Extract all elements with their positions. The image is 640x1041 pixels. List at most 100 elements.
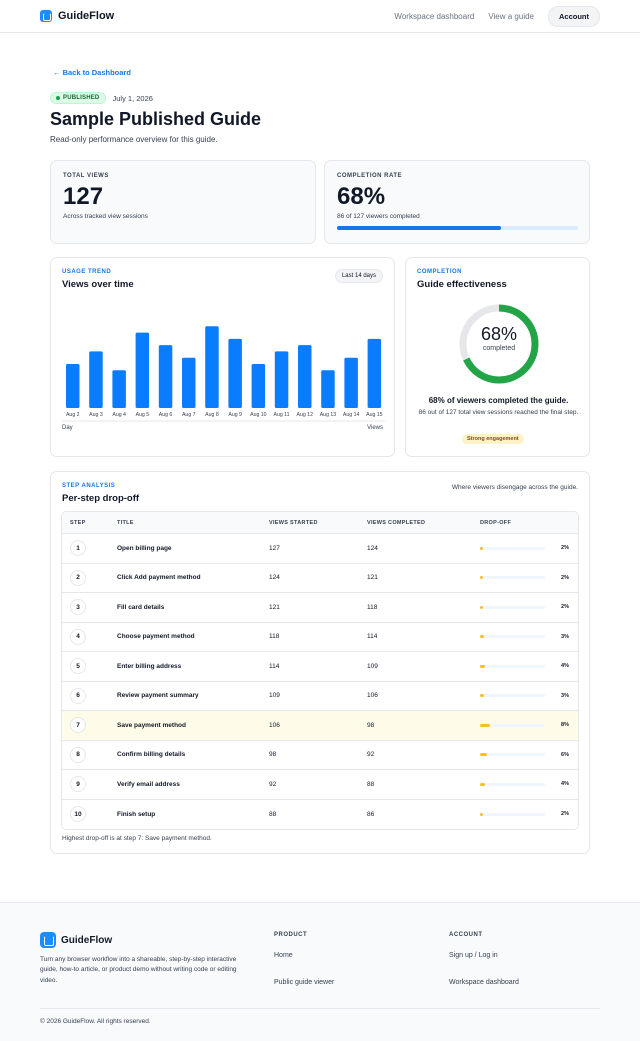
views-completed: 92 (367, 751, 375, 759)
status-dot-icon (56, 96, 60, 100)
dropoff-cell: 6% (480, 752, 578, 758)
brand[interactable]: GuideFlow (40, 10, 114, 22)
dropoff-percent: 3% (561, 692, 569, 699)
step-title: Save payment method (117, 721, 186, 729)
footer-copyright: © 2026 GuideFlow. All rights reserved. (40, 1018, 151, 1025)
step-title: Open billing page (117, 544, 172, 552)
views-completed: 98 (367, 721, 375, 729)
col-header-step: STEP (70, 519, 86, 526)
dropoff-bar-fill (480, 605, 483, 609)
publish-date: July 1, 2026 (112, 93, 153, 103)
step-table-header: STEP TITLE VIEWS STARTED VIEWS COMPLETED… (62, 512, 578, 534)
completion-rate-card: COMPLETION RATE 68% 86 of 127 viewers co… (324, 160, 590, 244)
footer-account-heading: ACCOUNT (449, 932, 483, 938)
effectiveness-title: Guide effectiveness (417, 279, 507, 290)
top-nav: Workspace dashboard View a guide Account (394, 5, 600, 27)
total-views-note: Across tracked view sessions (63, 213, 148, 220)
bar-aug-15 (367, 338, 382, 408)
footer-link-public-viewer[interactable]: Public guide viewer (274, 979, 335, 986)
views-completed: 114 (367, 633, 378, 641)
step-number: 10 (70, 806, 86, 823)
step-cell: 3 (62, 599, 117, 616)
views-completed: 109 (367, 662, 378, 670)
x-tick-label: Aug 9 (228, 412, 242, 418)
views-started: 124 (269, 574, 280, 582)
views-started: 114 (269, 662, 280, 670)
x-tick-label: Aug 10 (250, 412, 267, 418)
table-row: 10 Finish setup 88 86 2% (62, 799, 578, 829)
x-tick-label: Aug 7 (182, 412, 196, 418)
bar-aug-8 (205, 326, 219, 408)
col-header-dropoff: DROP-OFF (480, 519, 512, 526)
footer-brand[interactable]: GuideFlow (40, 932, 112, 948)
step-number: 5 (70, 658, 86, 675)
completion-donut-chart (459, 304, 539, 384)
back-to-dashboard-link[interactable]: ← Back to Dashboard (53, 68, 131, 77)
step-cell: 4 (62, 628, 117, 645)
donut-center: 68% completed (457, 324, 541, 352)
x-tick-label: Aug 4 (112, 412, 126, 418)
status-badge: PUBLISHED (50, 92, 107, 104)
footer-link-home[interactable]: Home (274, 952, 293, 959)
footer-link-workspace-dashboard[interactable]: Workspace dashboard (449, 979, 519, 986)
x-axis-label: Day (62, 425, 73, 431)
page-subtitle: Read-only performance overview for this … (50, 135, 218, 144)
step-cell: 5 (62, 658, 117, 675)
views-started: 92 (269, 780, 277, 788)
footer-divider (40, 1008, 600, 1009)
nav-link-view-guide[interactable]: View a guide (488, 11, 534, 21)
step-analysis-eyebrow: STEP ANALYSIS (62, 483, 116, 489)
table-row: 2 Click Add payment method 124 121 2% (62, 563, 578, 593)
step-number: 6 (70, 687, 86, 704)
completion-progress-bar (337, 226, 578, 230)
bar-aug-3 (89, 351, 103, 408)
dropoff-percent: 3% (561, 633, 569, 640)
dropoff-cell: 2% (480, 604, 578, 610)
step-title: Enter billing address (117, 662, 182, 670)
page-title: Sample Published Guide (50, 109, 262, 129)
bar-aug-2 (66, 364, 80, 408)
table-row: 6 Review payment summary 109 106 3% (62, 681, 578, 711)
dropoff-bar (480, 812, 545, 816)
dropoff-percent: 2% (561, 811, 569, 818)
table-row: 9 Verify email address 92 88 4% (62, 770, 578, 800)
step-number: 4 (70, 628, 86, 645)
dropoff-percent: 8% (561, 722, 569, 729)
step-title: Finish setup (117, 810, 156, 818)
dropoff-bar (480, 635, 545, 639)
bar-aug-5 (135, 332, 150, 408)
step-number: 8 (70, 746, 86, 763)
nav-link-workspace-dashboard[interactable]: Workspace dashboard (394, 11, 475, 21)
footer-link-signup-login[interactable]: Sign up / Log in (449, 952, 498, 959)
bar-aug-9 (228, 338, 242, 408)
views-started: 127 (269, 544, 280, 552)
step-number: 9 (70, 776, 86, 793)
views-started: 98 (269, 751, 277, 759)
date-range-pill[interactable]: Last 14 days (334, 269, 383, 283)
dropoff-cell: 3% (480, 693, 578, 699)
dropoff-percent: 2% (561, 574, 569, 581)
col-header-completed: VIEWS COMPLETED (367, 519, 426, 526)
footer-description: Turn any browser workflow into a shareab… (40, 956, 237, 984)
views-started: 106 (269, 721, 280, 729)
views-completed: 86 (367, 810, 375, 818)
footer-logo-icon (40, 932, 56, 948)
views-bar-chart: Aug 2 Aug 3 Aug 4 Aug 5 Aug 6 Aug 7 Aug 8 Aug 9… (62, 326, 385, 422)
dropoff-bar (480, 723, 545, 727)
dropoff-bar (480, 546, 545, 550)
footer: GuideFlow Turn any browser workflow into… (0, 902, 640, 1041)
x-tick-label: Aug 8 (205, 412, 219, 418)
account-button[interactable]: Account (548, 5, 600, 27)
dropoff-bar (480, 782, 545, 786)
bar-aug-14 (344, 357, 358, 408)
total-views-value: 127 (63, 183, 104, 210)
table-row: 1 Open billing page 127 124 2% (62, 534, 578, 564)
donut-percent: 68% (480, 324, 518, 344)
table-row: 5 Enter billing address 114 109 4% (62, 652, 578, 682)
dropoff-cell: 2% (480, 575, 578, 581)
views-started: 109 (269, 692, 280, 700)
dropoff-cell: 3% (480, 634, 578, 640)
step-cell: 7 (62, 717, 117, 734)
dropoff-bar (480, 605, 545, 609)
step-cell: 6 (62, 687, 117, 704)
